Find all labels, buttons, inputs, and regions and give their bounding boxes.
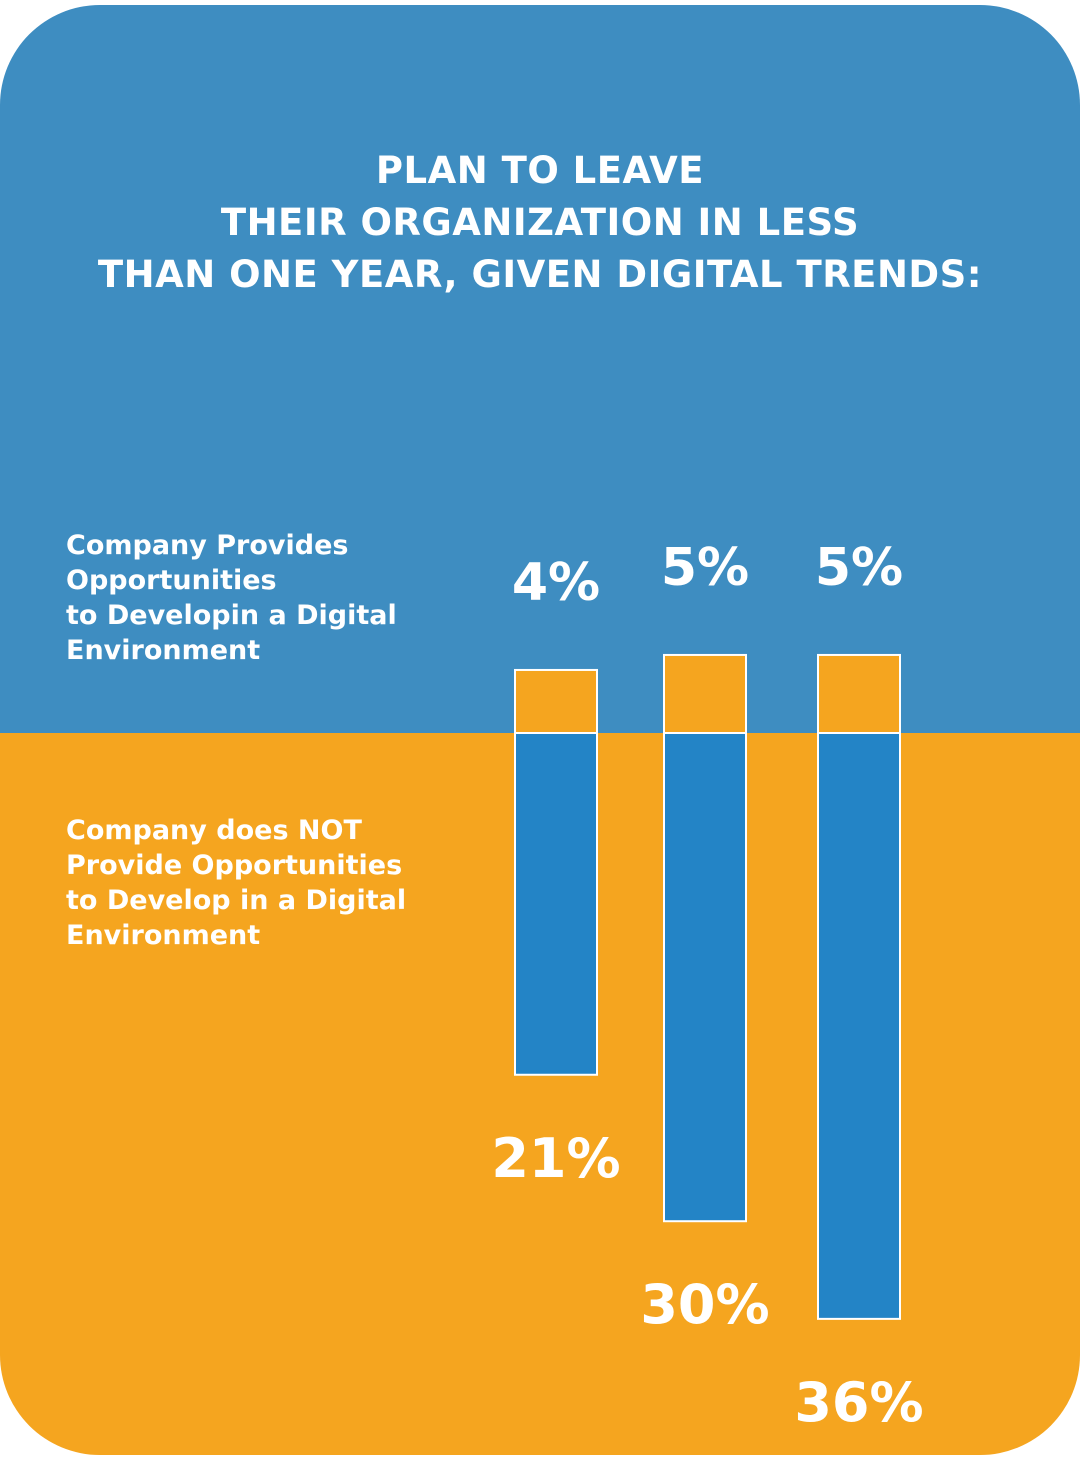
legend-company-provides: Company Provides Opportunities to Develo…: [66, 530, 397, 666]
label-bottom-3: 36%: [794, 1371, 923, 1434]
label-top-2: 5%: [661, 538, 749, 598]
label-bottom-1: 21%: [491, 1127, 620, 1190]
bar-bottom-3: [817, 732, 901, 1320]
chart-title: PLAN TO LEAVE THEIR ORGANIZATION IN LESS…: [97, 149, 983, 296]
top-panel: [0, 5, 1080, 733]
bar-top-1: [514, 668, 598, 735]
label-bottom-2: 30%: [640, 1273, 769, 1336]
bar-chart: 4% 21% 5% 30% 5% 36%: [491, 538, 923, 1434]
legend-company-does-not-provide: Company does NOT Provide Opportunities t…: [66, 815, 407, 951]
bar-top-3: [817, 653, 901, 735]
bar-bottom-2: [663, 732, 747, 1223]
bar-bottom-1: [514, 732, 598, 1076]
infographic-card: PLAN TO LEAVE THEIR ORGANIZATION IN LESS…: [0, 5, 1080, 1455]
label-top-3: 5%: [815, 538, 903, 598]
label-top-1: 4%: [512, 553, 600, 613]
bar-top-2: [663, 653, 747, 735]
